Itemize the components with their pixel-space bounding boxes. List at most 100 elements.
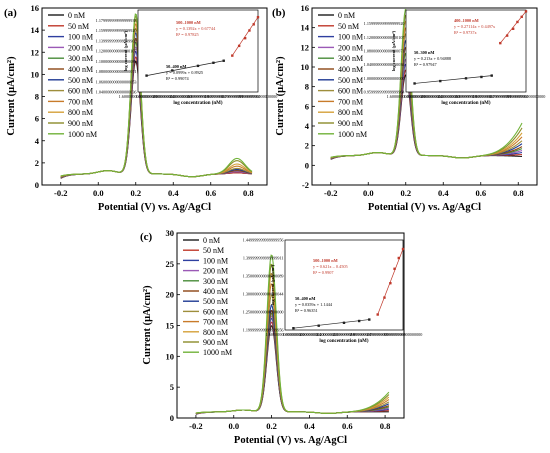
inset-y-tick-label: 1.040000000000000036 [364,62,405,67]
y-tick-label: 4 [35,136,40,146]
inset-high-point [505,34,509,37]
inset-low-annotation: R² = 0.99074 [166,76,190,81]
inset-y-label: log current (μA/cm²) [123,30,128,71]
inset-y-tick-label: 1.159999999999999920 [364,21,405,26]
inset-high-point [231,54,234,57]
x-tick-label: 0.8 [380,421,391,431]
inset-x-label: log concentration (nM) [319,339,368,344]
inset-high-point [256,15,260,19]
y-axis-label: Current (μA/cm²) [6,56,17,136]
inset-low-annotation: 50–400 nM [295,296,315,301]
inset-x-tick-label: 2.39999999999999991 [187,94,226,99]
y-tick-label: 10 [301,62,310,72]
x-tick-label: 0.2 [400,188,411,198]
panel-label: (a) [4,7,17,19]
x-tick-label: -0.2 [324,188,337,198]
inset-x-tick-label: 2.60000000000000009 [350,332,389,337]
inset-x-tick-label: 2.60000000000000009 [472,94,511,99]
inset-high-point [524,10,528,13]
inset-y-tick-label: 1.179999999999999938 [96,18,137,23]
inset-y-tick-label: 1.080000000000000071 [364,49,405,54]
inset-y-tick-label: 1.100000000000000089 [96,59,137,64]
inset-x-tick-label: 2.79999999999999982 [221,94,260,99]
inset-x-tick-label: 2.39999999999999991 [455,94,494,99]
inset-y-tick-label: 1.449999999999999956 [243,238,284,243]
x-tick-label: 0.8 [513,188,524,198]
legend-label: 100 nM [68,33,93,42]
inset-x-tick-label: 2.00000000000000000 [421,94,460,99]
inset-high-point [401,247,405,251]
inset-chart: 1.600000000000000091.800000000000000042.… [96,9,278,106]
inset-low-point [490,74,493,77]
inset-low-annotation: 50–300 nM [414,50,434,55]
inset-low-point [464,77,468,80]
inset-high-annotation: 400–1000 nM [454,18,479,23]
legend-label: 50 nM [68,22,89,31]
x-tick-label: 0.6 [475,188,486,198]
inset-x-tick-label: 3.00000000000000000 [239,94,278,99]
inset-low-point [317,324,320,327]
series-line-1000-nM [330,8,523,159]
y-tick-label: 0 [170,413,174,423]
x-axis-label: Potential (V) vs. Ag/AgCl [368,202,481,213]
y-tick-label: 14 [301,23,310,33]
legend-label: 700 nM [203,318,228,327]
inset-high-point [511,27,515,30]
inset-high-annotation: y = 0.1392x + 0.67744 [176,26,216,31]
inset-low-point [222,59,225,62]
x-tick-label: 0.0 [93,188,104,198]
inset-x-tick-label: 2.20000000000000018 [170,94,209,99]
legend-label: 200 nM [68,43,93,52]
y-tick-label: 6 [305,101,309,111]
legend-label: 600 nM [68,87,93,96]
legend-label: 0 nM [203,236,220,245]
x-axis-label: Potential (V) vs. Ag/AgCl [234,435,347,446]
inset-high-fit-line [377,248,404,315]
legend-label: 1000 nM [203,348,232,357]
y-axis-label: Current (μA/cm²) [275,56,286,136]
y-tick-label: 8 [305,82,309,92]
y-tick-label: 0 [35,180,39,190]
inset-high-annotation: 500–1000 nM [176,20,201,25]
y-tick-label: 20 [166,290,175,300]
inset-low-point [413,82,416,85]
inset-low-point [342,321,346,324]
series-line-1000-nM [195,254,390,414]
inset-low-fit-line [146,60,224,76]
inset-high-annotation: R² = 0.9737x [454,30,478,35]
x-tick-label: 0.8 [243,188,254,198]
y-tick-label: 2 [305,141,309,151]
legend-label: 400 nM [68,65,93,74]
y-tick-label: -2 [302,180,309,190]
inset-high-point [376,313,379,316]
x-tick-label: 0.4 [168,188,179,198]
legend-label: 400 nM [203,287,228,296]
inset-x-tick-label: 1.60000000000000009 [119,94,158,99]
inset-y-label: log current (μA/cm²) [391,30,396,71]
legend-label: 700 nM [68,97,93,106]
legend-label: 800 nM [68,108,93,117]
inset-low-point [212,61,215,64]
legend-label: 200 nM [203,267,228,276]
y-tick-label: 10 [31,69,40,79]
inset-frame [137,9,259,93]
inset-y-tick-label: 1.199999999999999956 [243,328,284,333]
x-tick-label: 0.6 [205,188,216,198]
legend-label: 300 nM [338,54,363,63]
legend-label: 900 nM [68,119,93,128]
inset-low-annotation: y = 0.213x + 0.94888 [414,56,451,61]
inset-high-point [243,36,247,40]
panel-label: (b) [272,7,286,19]
inset-low-point [480,75,483,79]
legend-label: 600 nM [203,307,228,316]
inset-high-point [237,44,241,48]
legend-label: 500 nM [203,297,228,306]
inset-chart: 1.600000000000000091.800000000000000042.… [364,9,545,106]
y-tick-label: 16 [301,3,310,13]
inset-y-tick-label: 1.040000000000000036 [96,90,137,95]
inset-x-tick-label: 2.00000000000000000 [153,94,192,99]
inset-y-tick-label: 1.000000000000000000 [364,76,405,81]
y-tick-label: 16 [31,3,40,13]
inset-low-annotation: R² = 0.97947 [414,62,438,67]
